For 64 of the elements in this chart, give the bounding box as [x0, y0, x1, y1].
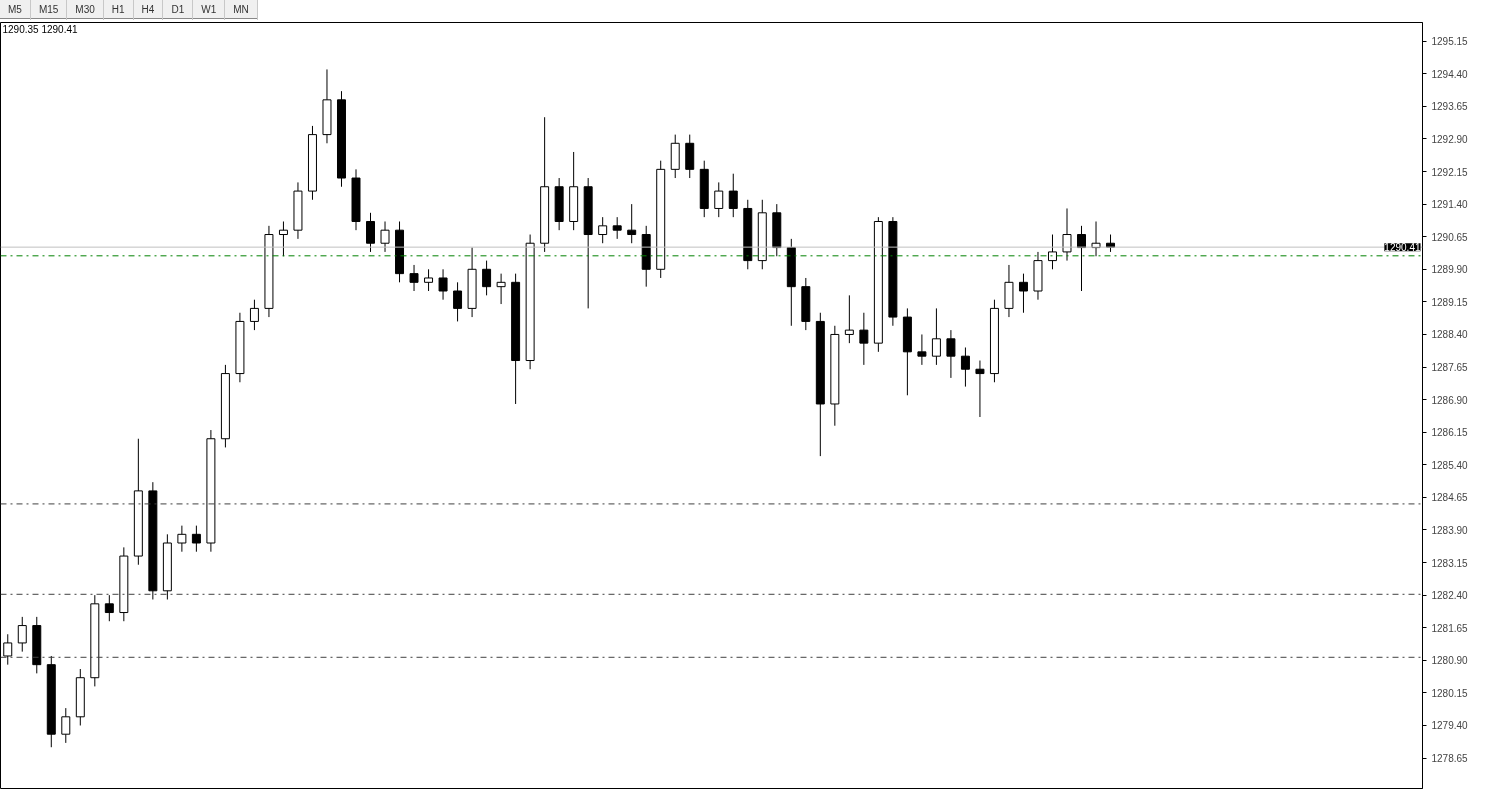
y-tick-label: 1282.40 — [1431, 590, 1469, 602]
candlestick — [496, 273, 506, 305]
chart-title: 1290.35 1290.41 — [2, 23, 79, 35]
y-tick-label: 1287.65 — [1431, 362, 1469, 374]
text: MN — [225, 0, 258, 21]
candlestick — [278, 220, 288, 257]
text: M15 — [30, 0, 68, 21]
y-tick-label: 1286.90 — [1431, 394, 1469, 406]
candlestick — [409, 264, 419, 292]
y-tick-label: 1295.15 — [1431, 36, 1469, 48]
text: M5 — [0, 0, 31, 21]
y-tick-label: 1280.90 — [1431, 655, 1469, 667]
candlestick — [598, 216, 608, 244]
candlestick — [917, 333, 927, 366]
candlestick — [61, 707, 71, 744]
text: H4 — [133, 0, 164, 21]
y-tick-label: 1279.40 — [1431, 720, 1469, 732]
candlestick — [612, 216, 622, 240]
candlestick — [424, 268, 434, 292]
candlestick — [975, 360, 985, 418]
candlestick — [1018, 273, 1028, 314]
candlestick — [844, 294, 854, 344]
candlestick — [931, 307, 941, 366]
candlestick — [728, 173, 738, 218]
y-tick-label: 1289.15 — [1431, 296, 1469, 308]
candlestick — [191, 525, 201, 553]
candlestick — [438, 268, 448, 301]
candlestick — [960, 347, 970, 388]
y-tick-label: 1293.65 — [1431, 101, 1469, 113]
candlestick — [249, 299, 259, 331]
y-tick-label: 1292.15 — [1431, 166, 1469, 178]
candlestick — [17, 616, 27, 653]
y-tick-label: 1286.15 — [1431, 427, 1469, 439]
y-tick-label: 1283.90 — [1431, 524, 1469, 536]
y-tick-label: 1294.40 — [1431, 68, 1469, 80]
text: D1 — [163, 0, 194, 21]
candlestick — [627, 203, 637, 244]
candlestick — [380, 220, 390, 253]
y-tick-label: 1292.90 — [1431, 133, 1469, 145]
y-tick-label: 1289.90 — [1431, 264, 1469, 276]
candlestick — [453, 281, 463, 322]
y-tick-label: 1283.15 — [1431, 557, 1469, 569]
y-tick-label: 1284.65 — [1431, 492, 1469, 504]
y-tick-label: 1285.40 — [1431, 459, 1469, 471]
y-tick-label: 1281.65 — [1431, 622, 1469, 634]
candlestick — [1048, 234, 1057, 270]
candlestick — [366, 212, 375, 253]
y-tick-label: 1288.40 — [1431, 329, 1469, 341]
y-tick-label: 1290.65 — [1431, 231, 1469, 243]
y-tick-label: 1278.65 — [1431, 753, 1469, 765]
candlestick — [3, 633, 13, 666]
y-tick-label: 1291.40 — [1431, 199, 1469, 211]
text: H1 — [103, 0, 134, 21]
text: W1 — [193, 0, 226, 21]
candlestick — [177, 525, 187, 553]
candlestick — [859, 312, 869, 366]
y-tick-label: 1280.15 — [1431, 687, 1469, 699]
candlestick — [482, 260, 492, 296]
candlestick — [714, 181, 724, 218]
candlestick — [104, 594, 114, 622]
text: M30 — [67, 0, 104, 21]
ref-line-label: 1290.41 — [1384, 242, 1421, 254]
candlestick — [1062, 207, 1072, 262]
candlestick — [946, 329, 956, 379]
